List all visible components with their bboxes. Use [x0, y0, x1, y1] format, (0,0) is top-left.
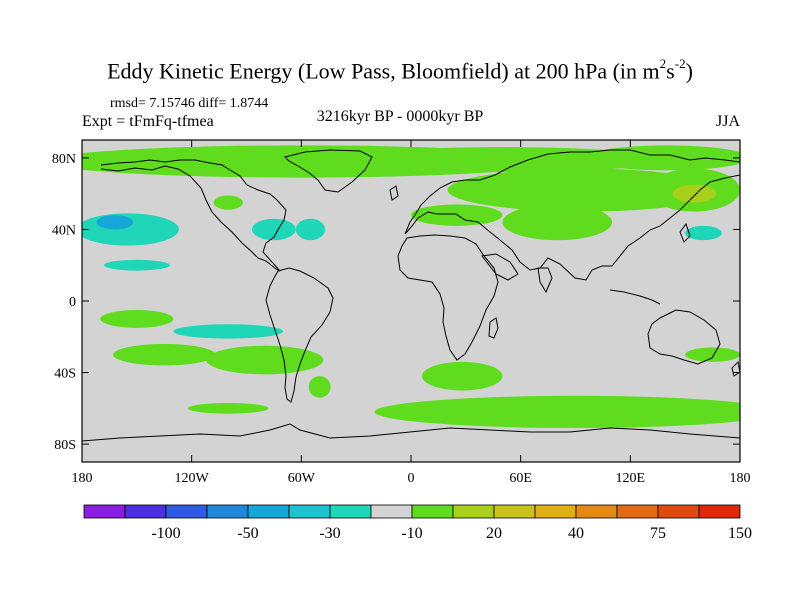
colorbar-label: 150 — [728, 525, 752, 542]
eke-field-region — [251, 218, 296, 241]
colorbar-swatch — [657, 504, 700, 519]
axes-layer: 80N 40N 0 40S 80S 180 120W 60W 0 60E 120E 180 — [52, 140, 751, 486]
coastline-greenland — [284, 149, 373, 193]
period-label: 3216kyr BP - 0000kyr BP — [316, 108, 484, 125]
eke-field-region — [113, 343, 216, 366]
eke-field-region — [447, 168, 722, 212]
colorbar-label: -50 — [237, 525, 258, 542]
coastline-new-zealand — [731, 360, 740, 377]
colorbar-label: -100 — [151, 525, 180, 542]
coastline-antarctica — [82, 423, 740, 442]
colorbar-label: -10 — [401, 525, 422, 542]
eke-field-region — [672, 184, 717, 203]
colorbar-swatch — [452, 504, 495, 519]
eke-field-region — [685, 347, 740, 362]
lon-tick-label: 120E — [616, 471, 646, 486]
eke-field-region — [374, 395, 740, 429]
experiment-label: Expt = tFmFq-tfmea — [82, 113, 214, 130]
rmsd-label: rmsd= 7.15746 diff= 1.8744 — [110, 96, 269, 111]
coastline-indonesia — [609, 289, 661, 305]
coastline-uk — [389, 185, 399, 201]
coastline-africa — [397, 234, 499, 361]
colorbar-swatch — [534, 504, 577, 519]
coastline-south-america — [265, 267, 334, 403]
title-sup-1: 2 — [659, 56, 667, 71]
plot-title: Eddy Kinetic Energy (Low Pass, Bloomfiel… — [0, 56, 800, 84]
colorbar-swatch — [329, 504, 372, 519]
eke-field-region — [421, 361, 503, 391]
coastline-japan — [679, 222, 691, 243]
coastline-madagascar — [488, 317, 499, 339]
eke-field-region — [295, 218, 326, 241]
eke-field-region — [337, 147, 667, 173]
eke-field-region — [103, 259, 170, 271]
colorbar: -100 -50 -30 -10 20 40 75 150 — [83, 504, 752, 542]
colorbar-swatch — [411, 504, 454, 519]
coastline-india — [537, 267, 553, 294]
title-end: ) — [685, 58, 693, 84]
eke-field-region — [685, 225, 722, 241]
season-label: JJA — [715, 113, 740, 130]
colorbar-swatch — [575, 504, 618, 519]
eke-field-region — [502, 204, 613, 241]
eke-field-region — [308, 376, 331, 398]
lon-tick-label: 180 — [730, 471, 751, 486]
eke-field-region — [188, 402, 269, 414]
lon-tick-label: 0 — [408, 471, 415, 486]
colorbar-swatch — [165, 504, 208, 519]
lat-tick-label: 40N — [52, 223, 76, 238]
coastline-arabia — [481, 253, 519, 281]
eke-field-region — [584, 145, 740, 171]
colorbar-label: 20 — [486, 525, 502, 542]
eke-field-region — [411, 204, 503, 226]
title-s: s — [666, 58, 675, 84]
colorbar-label: -30 — [319, 525, 340, 542]
eke-field-region — [213, 195, 243, 210]
colorbar-swatch — [247, 504, 290, 519]
lat-tick-label: 0 — [69, 295, 76, 310]
eke-field-layer — [82, 145, 740, 429]
eke-field-region — [206, 345, 324, 375]
lon-tick-label: 180 — [72, 471, 93, 486]
title-text: Eddy Kinetic Energy (Low Pass, Bloomfiel… — [107, 58, 660, 84]
colorbar-swatch — [698, 504, 741, 519]
coastline-australia — [647, 309, 721, 365]
lat-tick-label: 80N — [52, 152, 76, 167]
eke-field-region — [173, 324, 284, 339]
colorbar-swatch — [83, 504, 126, 519]
lon-tick-label: 60W — [288, 471, 316, 486]
colorbar-swatch — [616, 504, 659, 519]
eke-field-region — [100, 309, 174, 328]
colorbar-swatch — [493, 504, 536, 519]
lat-tick-label: 80S — [54, 438, 76, 453]
colorbar-swatch — [288, 504, 331, 519]
colorbar-label: 75 — [650, 525, 666, 542]
colorbar-label: 40 — [568, 525, 584, 542]
lon-tick-label: 60E — [509, 471, 532, 486]
colorbar-swatch — [370, 504, 413, 519]
colorbar-swatch — [206, 504, 249, 519]
coastline-north-america — [100, 159, 287, 272]
title-sup-2: -2 — [674, 56, 686, 71]
colorbar-swatch — [124, 504, 167, 519]
lon-tick-label: 120W — [175, 471, 210, 486]
coastline-layer — [82, 149, 740, 442]
eke-field-region — [96, 215, 134, 230]
coastline-eurasia — [404, 149, 740, 281]
lat-tick-label: 40S — [54, 367, 76, 382]
